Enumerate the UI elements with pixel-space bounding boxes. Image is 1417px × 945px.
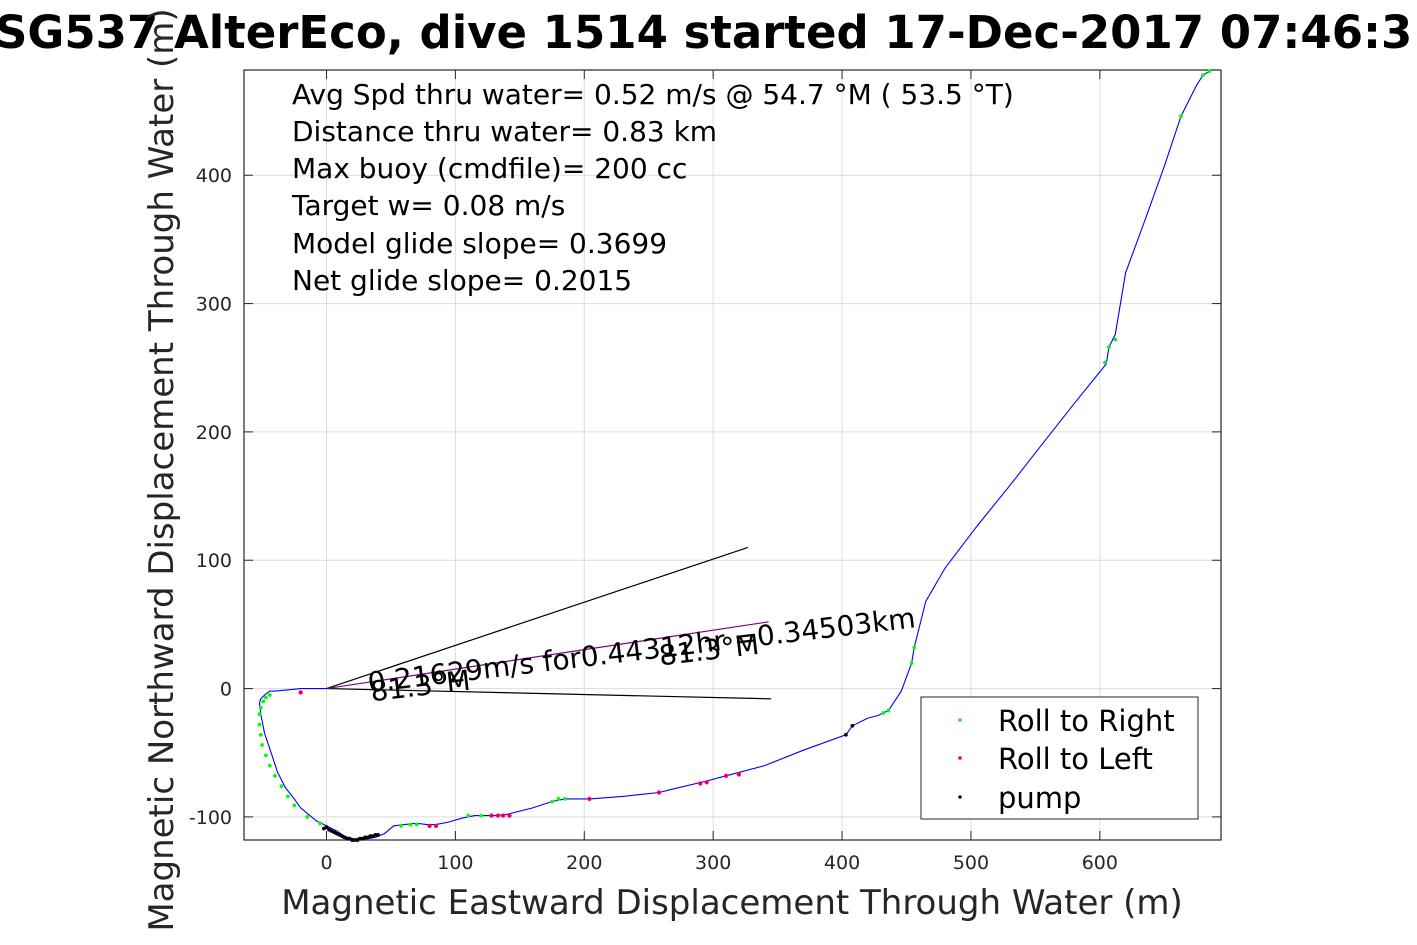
legend-label-roll-left: Roll to Left: [998, 742, 1153, 776]
marker-roll-to-right: [886, 708, 891, 713]
marker-roll-to-right: [550, 799, 554, 804]
dive-summary-text: Avg Spd thru water= 0.52 m/s @ 54.7 °M (…: [291, 78, 1014, 297]
legend-label-roll-right: Roll to Right: [998, 704, 1175, 738]
x-tick-label: 400: [824, 852, 860, 874]
marker-roll-to-right: [264, 753, 268, 758]
x-tick-label: 100: [437, 852, 473, 874]
marker-roll-to-right: [909, 661, 914, 665]
marker-roll-to-right: [267, 693, 272, 697]
marker-roll-to-right: [257, 712, 262, 717]
marker-pump: [352, 838, 357, 842]
marker-roll-to-right: [273, 773, 277, 778]
marker-pump: [844, 732, 848, 737]
legend-label-pump: pump: [998, 781, 1081, 815]
glider-track-line: [258, 70, 1210, 841]
marker-pump: [345, 836, 349, 841]
marker-roll-to-right: [414, 822, 419, 827]
y-tick-label: 300: [196, 294, 232, 316]
marker-roll-to-left: [736, 772, 742, 777]
legend-marker-pump: [958, 795, 962, 799]
legend-marker-roll-right: [958, 718, 962, 722]
marker-roll-to-left: [723, 773, 729, 778]
x-axis-label: Magnetic Eastward Displacement Through W…: [281, 883, 1183, 923]
legend-box: [920, 696, 1199, 820]
marker-roll-to-right: [258, 705, 263, 710]
marker-roll-to-right: [285, 794, 290, 799]
x-tick-label: 300: [695, 852, 731, 874]
marker-roll-to-right: [912, 645, 917, 650]
info-line-target-w: Target w= 0.08 m/s: [291, 189, 565, 222]
marker-roll-to-right: [318, 821, 322, 826]
marker-roll-to-right: [261, 699, 266, 704]
marker-roll-to-right: [1179, 114, 1183, 119]
marker-roll-to-right: [399, 824, 404, 828]
current-vector-line: [326, 621, 769, 690]
marker-pump: [376, 833, 380, 837]
marker-roll-to-right: [292, 803, 297, 808]
marker-roll-to-left: [587, 796, 592, 802]
vector-annotations: 0.21629m/s for0.44312hr =0.34503km 81.3°…: [366, 601, 917, 708]
legend-marker-roll-left: [958, 756, 962, 760]
marker-pump: [358, 836, 362, 841]
marker-roll-to-right: [258, 732, 263, 737]
marker-roll-to-right: [563, 797, 567, 801]
x-tick-label: 500: [953, 852, 989, 874]
x-tick-label: 0: [320, 852, 332, 874]
marker-roll-to-right: [257, 722, 262, 727]
marker-roll-to-left: [656, 790, 662, 795]
heading-upper-line: [326, 546, 749, 690]
marker-roll-to-right: [1107, 345, 1111, 350]
y-tick-label: -100: [189, 807, 232, 829]
info-line-model-glide: Model glide slope= 0.3699: [292, 227, 667, 260]
x-tick-label: 200: [566, 852, 602, 874]
info-line-distance: Distance thru water= 0.83 km: [292, 115, 717, 148]
y-tick-label: 400: [196, 165, 232, 187]
y-axis-label: Magnetic Northward Displacement Through …: [142, 8, 182, 931]
marker-roll-to-right: [881, 711, 886, 715]
marker-roll-to-right: [1113, 337, 1118, 342]
marker-roll-to-right: [1201, 73, 1205, 77]
marker-roll-to-left: [704, 780, 709, 785]
marker-roll-to-left: [298, 690, 303, 695]
marker-roll-to-left: [495, 813, 501, 818]
marker-roll-to-right: [1207, 69, 1212, 74]
info-line-avg-speed: Avg Spd thru water= 0.52 m/s @ 54.7 °M (…: [292, 78, 1014, 111]
marker-roll-to-left: [507, 813, 512, 818]
marker-roll-to-left: [698, 781, 703, 786]
legend: Roll to Right Roll to Left pump: [920, 696, 1199, 820]
grid-lines: [244, 70, 1221, 840]
marker-roll-to-left: [427, 823, 432, 829]
marker-roll-to-right: [556, 797, 561, 801]
info-line-max-buoy: Max buoy (cmdfile)= 200 cc: [292, 152, 687, 185]
marker-roll-to-left: [500, 813, 506, 818]
chart-title: SG537 AlterEco, dive 1514 started 17-Dec…: [0, 6, 1412, 59]
marker-roll-to-left: [433, 823, 439, 829]
track-line: [258, 70, 1210, 841]
marker-pump: [850, 723, 855, 728]
marker-roll-to-right: [466, 813, 471, 818]
marker-roll-to-left: [489, 813, 494, 818]
y-tick-label: 100: [196, 550, 232, 572]
marker-roll-to-right: [264, 695, 268, 700]
info-line-net-glide: Net glide slope= 0.2015: [292, 264, 632, 297]
marker-roll-to-right: [1103, 360, 1107, 365]
y-tick-label: 200: [196, 422, 232, 444]
marker-roll-to-right: [305, 815, 310, 819]
track-markers: [257, 69, 1212, 843]
marker-roll-to-right: [267, 763, 272, 768]
marker-pump: [322, 826, 326, 831]
marker-pump: [368, 834, 373, 838]
heading-lower-line: [326, 687, 772, 700]
axis-ticks: 0 100 200 300 400 500 600 -100 0 100 200 300 400: [189, 70, 1221, 874]
marker-roll-to-right: [479, 813, 484, 818]
plot-area: [243, 69, 1222, 841]
marker-roll-to-right: [260, 743, 264, 747]
marker-roll-to-right: [408, 822, 413, 827]
marker-roll-to-right: [279, 784, 284, 788]
y-tick-label: 0: [220, 679, 232, 701]
reference-lines: [326, 546, 772, 700]
x-tick-label: 600: [1082, 852, 1118, 874]
